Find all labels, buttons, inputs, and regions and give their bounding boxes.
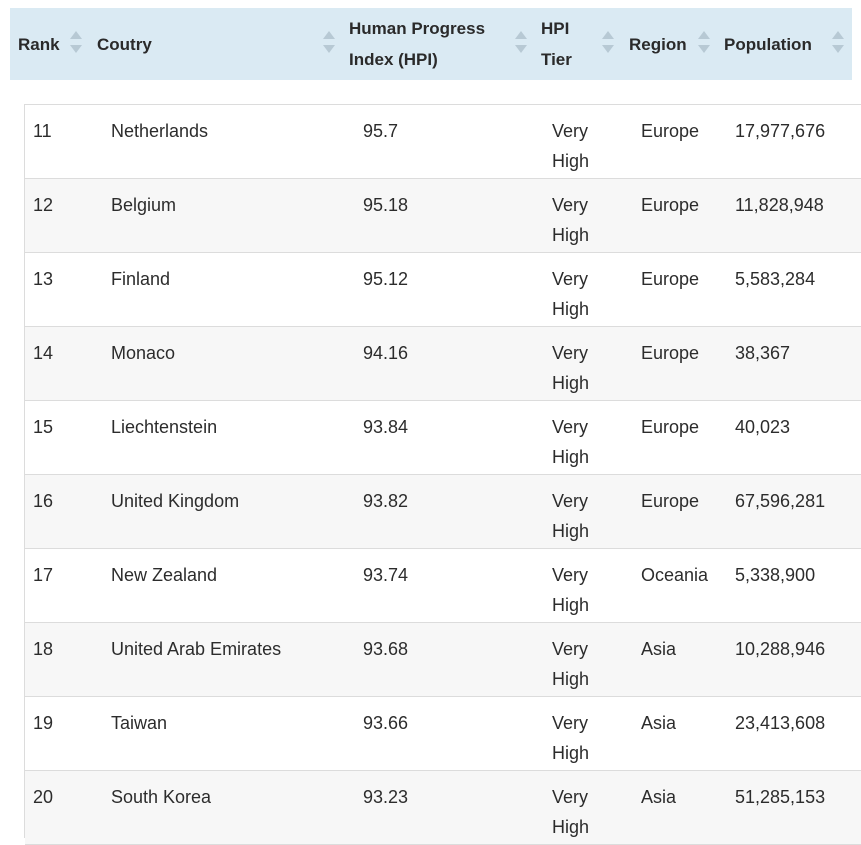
country-cell: Taiwan: [111, 713, 168, 733]
country-cell: Belgium: [111, 195, 177, 215]
country-cell: United Arab Emirates: [111, 639, 282, 659]
population-cell: 5,338,900: [735, 565, 816, 585]
country-cell: United Kingdom: [111, 491, 240, 511]
sort-icon[interactable]: [514, 30, 527, 58]
sort-icon[interactable]: [831, 30, 844, 58]
table-row: 17 New Zealand 93.74 Very High Oceania 5…: [25, 549, 861, 623]
rank-cell: 12: [33, 195, 54, 215]
hpi-cell: 93.84: [363, 417, 409, 437]
column-header-label: Coutry: [97, 34, 152, 54]
table-row: 19 Taiwan 93.66 Very High Asia 23,413,60…: [25, 697, 861, 771]
rank-cell: 15: [33, 417, 54, 437]
tier-cell: Very High: [552, 343, 590, 393]
population-cell: 40,023: [735, 417, 791, 437]
table-body: 11 Netherlands 95.7 Very High Europe 17,…: [24, 104, 861, 845]
sort-icon[interactable]: [322, 30, 335, 58]
region-cell: Europe: [641, 417, 700, 437]
hpi-cell: 93.74: [363, 565, 409, 585]
rank-cell: 20: [33, 787, 54, 807]
region-cell: Asia: [641, 787, 677, 807]
hpi-cell: 93.68: [363, 639, 409, 659]
region-cell: Oceania: [641, 565, 709, 585]
country-cell: South Korea: [111, 787, 212, 807]
region-cell: Europe: [641, 269, 700, 289]
tier-cell: Very High: [552, 269, 590, 319]
rank-cell: 14: [33, 343, 54, 363]
table-row: 12 Belgium 95.18 Very High Europe 11,828…: [25, 179, 861, 253]
hpi-cell: 95.12: [363, 269, 409, 289]
column-header-country[interactable]: Coutry: [97, 8, 152, 80]
table-row: 20 South Korea 93.23 Very High Asia 51,2…: [25, 771, 861, 845]
column-header-rank[interactable]: Rank: [18, 8, 60, 80]
tier-cell: Very High: [552, 713, 590, 763]
column-header-region[interactable]: Region: [629, 8, 687, 80]
table-row: 13 Finland 95.12 Very High Europe 5,583,…: [25, 253, 861, 327]
country-cell: New Zealand: [111, 565, 218, 585]
rank-cell: 18: [33, 639, 54, 659]
population-cell: 17,977,676: [735, 121, 826, 141]
tier-cell: Very High: [552, 417, 590, 467]
region-cell: Europe: [641, 343, 700, 363]
population-cell: 10,288,946: [735, 639, 826, 659]
population-cell: 5,583,284: [735, 269, 816, 289]
rank-cell: 11: [33, 121, 52, 141]
table-header: Rank Coutry Human Progress Index (HPI) H…: [10, 8, 852, 80]
column-header-label: Rank: [18, 34, 60, 54]
tier-cell: Very High: [552, 491, 590, 541]
sort-icon[interactable]: [601, 30, 614, 58]
country-cell: Netherlands: [111, 121, 209, 141]
column-header-label: Region: [629, 34, 687, 54]
hpi-cell: 94.16: [363, 343, 409, 363]
column-header-label: HPI Tier: [541, 19, 572, 69]
tier-cell: Very High: [552, 121, 590, 171]
country-cell: Liechtenstein: [111, 417, 218, 437]
country-cell: Monaco: [111, 343, 176, 363]
region-cell: Europe: [641, 121, 700, 141]
sort-icon[interactable]: [69, 30, 82, 58]
region-cell: Asia: [641, 713, 677, 733]
population-cell: 11,828,948: [735, 195, 824, 215]
table-row: 18 United Arab Emirates 93.68 Very High …: [25, 623, 861, 697]
column-header-tier[interactable]: HPI Tier: [541, 8, 587, 80]
table-row: 16 United Kingdom 93.82 Very High Europe…: [25, 475, 861, 549]
table-row: 11 Netherlands 95.7 Very High Europe 17,…: [25, 105, 861, 179]
rank-cell: 17: [33, 565, 54, 585]
population-cell: 67,596,281: [735, 491, 826, 511]
country-cell: Finland: [111, 269, 171, 289]
rank-cell: 16: [33, 491, 54, 511]
region-cell: Europe: [641, 195, 700, 215]
column-header-label: Population: [724, 34, 812, 54]
region-cell: Asia: [641, 639, 677, 659]
sort-icon[interactable]: [697, 30, 710, 58]
hpi-cell: 95.18: [363, 195, 409, 215]
table-row: 15 Liechtenstein 93.84 Very High Europe …: [25, 401, 861, 475]
tier-cell: Very High: [552, 787, 590, 837]
population-cell: 23,413,608: [735, 713, 826, 733]
tier-cell: Very High: [552, 639, 590, 689]
population-cell: 38,367: [735, 343, 791, 363]
hpi-cell: 93.66: [363, 713, 409, 733]
column-header-population[interactable]: Population: [724, 8, 812, 80]
region-cell: Europe: [641, 491, 700, 511]
population-cell: 51,285,153: [735, 787, 826, 807]
hpi-cell: 95.7: [363, 121, 399, 141]
table-row: 14 Monaco 94.16 Very High Europe 38,367: [25, 327, 861, 401]
hpi-cell: 93.82: [363, 491, 409, 511]
tier-cell: Very High: [552, 565, 590, 615]
column-header-hpi[interactable]: Human Progress Index (HPI): [349, 8, 504, 80]
rank-cell: 19: [33, 713, 54, 733]
tier-cell: Very High: [552, 195, 590, 245]
rank-cell: 13: [33, 269, 54, 289]
hpi-cell: 93.23: [363, 787, 409, 807]
column-header-label: Human Progress Index (HPI): [349, 19, 486, 69]
